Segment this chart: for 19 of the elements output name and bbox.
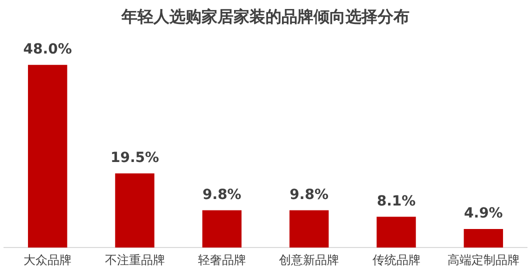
bar xyxy=(115,173,154,248)
bar xyxy=(289,210,329,248)
data-label: 8.1% xyxy=(376,193,416,210)
data-label: 19.5% xyxy=(110,150,160,166)
bar xyxy=(464,228,504,248)
x-tick-label: 传统品牌 xyxy=(372,252,420,267)
bar xyxy=(202,210,242,248)
data-label: 48.0% xyxy=(23,41,72,58)
chart-title: 年轻人选购家居家装的品牌倾向选择分布 xyxy=(120,6,410,26)
x-tick-label: 轻奢品牌 xyxy=(198,252,246,267)
x-tick-label: 高端定制品牌 xyxy=(447,252,520,267)
data-label: 9.8% xyxy=(290,186,328,203)
x-tick-label: 创意新品牌 xyxy=(279,252,340,267)
x-tick-label: 大众品牌 xyxy=(24,252,72,267)
bar xyxy=(376,216,416,248)
x-tick-label: 不注重品牌 xyxy=(104,252,165,267)
bar xyxy=(28,64,68,248)
data-label: 4.9% xyxy=(464,206,503,222)
data-label: 9.8% xyxy=(202,186,242,203)
